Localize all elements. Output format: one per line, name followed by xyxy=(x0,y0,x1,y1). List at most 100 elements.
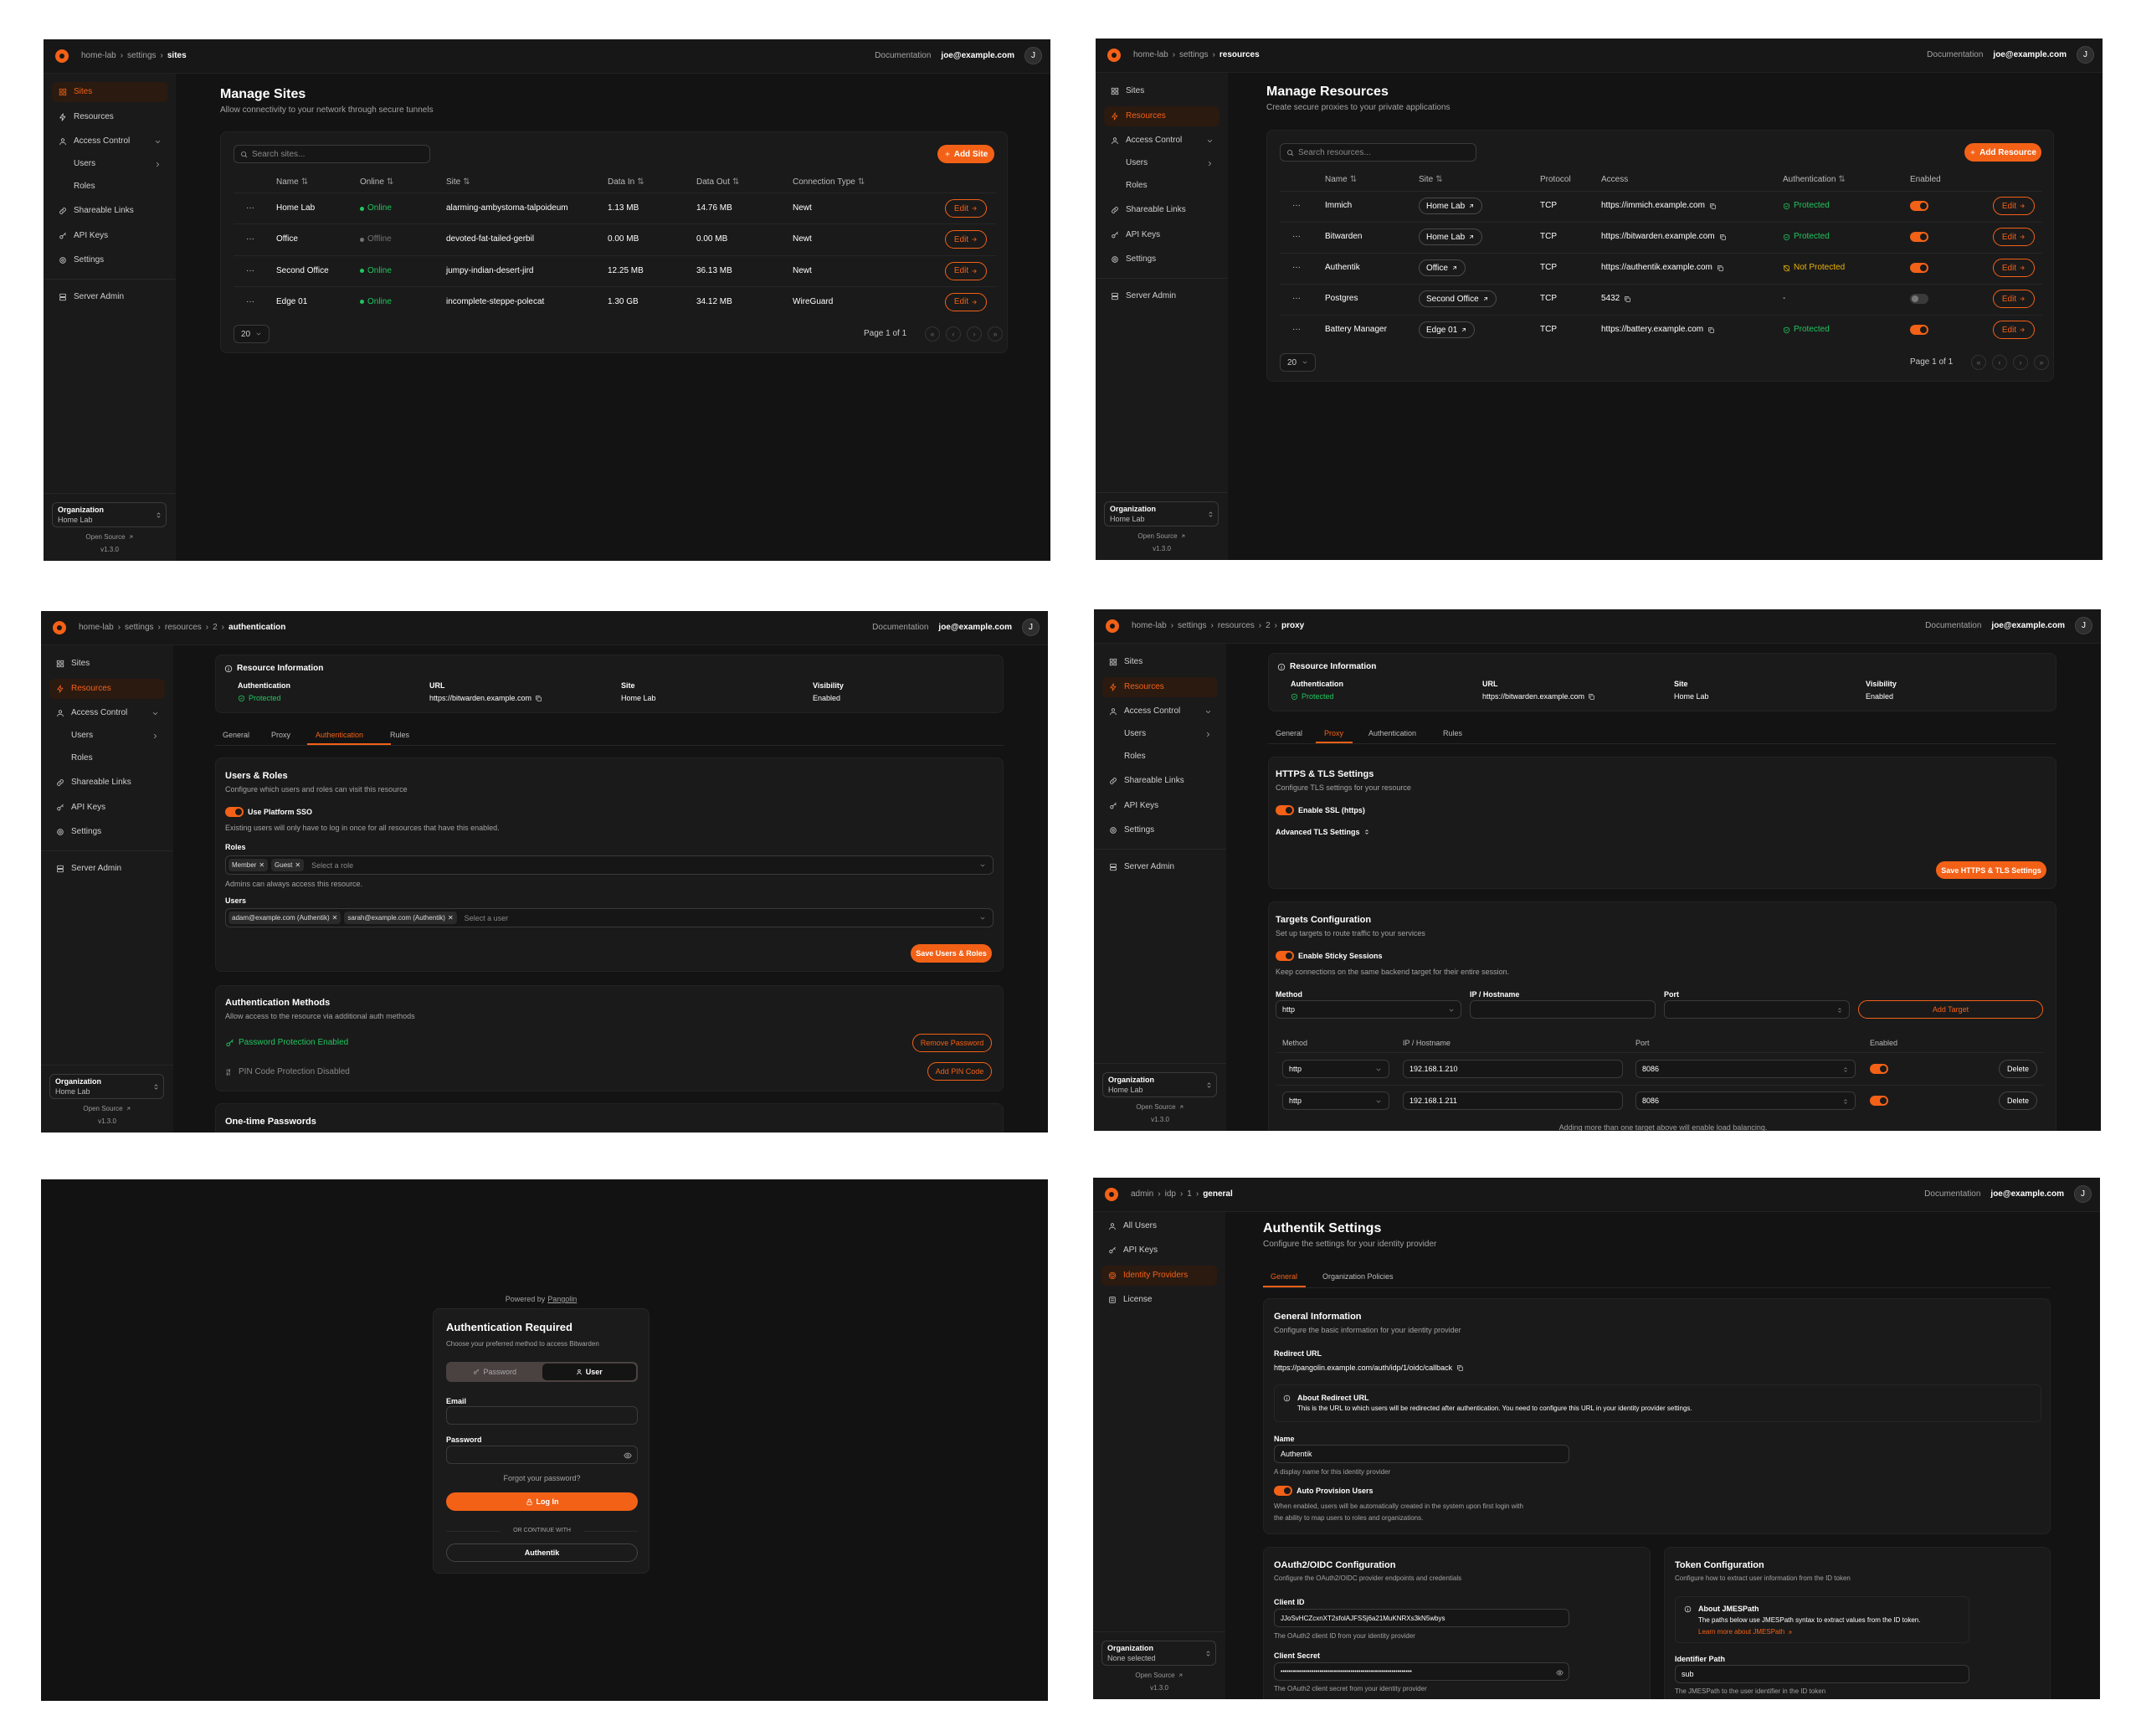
port-input[interactable] xyxy=(1664,1000,1850,1019)
target-method-select[interactable]: http xyxy=(1282,1060,1389,1078)
sidebar-item-api-keys[interactable]: API Keys xyxy=(1104,225,1219,245)
remove-password-button[interactable]: Remove Password xyxy=(912,1034,992,1052)
breadcrumb-item[interactable]: 2 xyxy=(1266,621,1271,630)
tab-authentication[interactable]: Authentication xyxy=(316,731,364,739)
user-email[interactable]: joe@example.com xyxy=(1993,50,2067,59)
sidebar-item-shareable-links[interactable]: Shareable Links xyxy=(49,773,165,793)
breadcrumb-item[interactable]: home-lab xyxy=(79,623,114,632)
open-source-link[interactable]: Open Source xyxy=(1094,1103,1226,1111)
breadcrumb-item[interactable]: 2 xyxy=(213,623,218,632)
copy-icon[interactable] xyxy=(1588,693,1595,701)
add-site-button[interactable]: Add Site xyxy=(937,145,994,163)
target-method-select[interactable]: http xyxy=(1282,1091,1389,1110)
open-source-link[interactable]: Open Source xyxy=(1093,1672,1225,1679)
sidebar-item-shareable-links[interactable]: Shareable Links xyxy=(1104,200,1219,220)
copy-icon[interactable] xyxy=(1624,295,1631,303)
breadcrumb-item[interactable]: home-lab xyxy=(1132,621,1167,630)
tab-password[interactable]: Password xyxy=(448,1364,542,1380)
advanced-tls-settings-toggle[interactable]: Advanced TLS Settings xyxy=(1276,826,1370,838)
sidebar-item-shareable-links[interactable]: Shareable Links xyxy=(52,201,167,221)
auto-provision-toggle[interactable] xyxy=(1274,1486,1292,1496)
eye-icon[interactable] xyxy=(624,1451,632,1460)
edit-button[interactable]: Edit xyxy=(1993,228,2035,246)
organization-selector[interactable]: Organization None selected xyxy=(1101,1641,1216,1666)
sidebar-item-users[interactable]: Users xyxy=(49,726,165,746)
login-button[interactable]: Log In xyxy=(446,1492,638,1511)
row-actions-menu[interactable]: ··· xyxy=(1292,294,1301,303)
platform-sso-toggle[interactable] xyxy=(225,807,244,817)
avatar[interactable]: J xyxy=(2075,617,2092,634)
sidebar-item-roles[interactable]: Roles xyxy=(52,177,167,197)
open-source-link[interactable]: Open Source xyxy=(44,533,176,541)
row-actions-menu[interactable]: ··· xyxy=(246,234,254,244)
last-page-button[interactable]: » xyxy=(988,326,1003,342)
sidebar-item-resources[interactable]: Resources xyxy=(1102,677,1218,697)
organization-selector[interactable]: Organization Home Lab xyxy=(1102,1072,1217,1097)
avatar[interactable]: J xyxy=(2074,1185,2092,1203)
site-link-pill[interactable]: Second Office xyxy=(1419,290,1497,307)
sidebar-item-access-control[interactable]: Access Control xyxy=(52,131,167,152)
open-source-link[interactable]: Open Source xyxy=(41,1105,173,1112)
delete-target-button[interactable]: Delete xyxy=(1999,1060,2037,1078)
sidebar-item-access-control[interactable]: Access Control xyxy=(49,703,165,723)
previous-page-button[interactable]: ‹ xyxy=(1992,355,2007,370)
open-source-link[interactable]: Open Source xyxy=(1096,532,1228,540)
tab-user[interactable]: User xyxy=(542,1364,636,1380)
edit-button[interactable]: Edit xyxy=(945,230,987,249)
client-secret-input[interactable]: ••••••••••••••••••••••••••••••••••••••••… xyxy=(1274,1662,1569,1681)
copy-icon[interactable] xyxy=(535,695,542,702)
documentation-link[interactable]: Documentation xyxy=(872,623,929,632)
user-chip[interactable]: sarah@example.com (Authentik) ✕ xyxy=(344,912,457,924)
tab-rules[interactable]: Rules xyxy=(1443,729,1463,737)
organization-selector[interactable]: Organization Home Lab xyxy=(52,502,167,527)
edit-button[interactable]: Edit xyxy=(945,292,987,311)
sidebar-item-server-admin[interactable]: Server Admin xyxy=(1102,857,1218,877)
save-users-roles-button[interactable]: Save Users & Roles xyxy=(911,944,992,963)
tab-proxy[interactable]: Proxy xyxy=(271,731,291,739)
page-size-select[interactable]: 20 xyxy=(1280,353,1316,372)
jmespath-docs-link[interactable]: Learn more about JMESPath xyxy=(1698,1626,1793,1638)
user-email[interactable]: joe@example.com xyxy=(938,623,1012,632)
identifier-path-input[interactable]: sub xyxy=(1675,1665,1969,1683)
breadcrumb-item[interactable]: idp xyxy=(1164,1189,1176,1199)
sidebar-item-resources[interactable]: Resources xyxy=(1104,106,1219,126)
search-input[interactable]: Search resources... xyxy=(1280,143,1476,162)
edit-button[interactable]: Edit xyxy=(1993,197,2035,215)
sidebar-item-api-keys[interactable]: API Keys xyxy=(1101,1240,1217,1261)
documentation-link[interactable]: Documentation xyxy=(1925,621,1982,630)
tab-general[interactable]: General xyxy=(223,731,250,739)
documentation-link[interactable]: Documentation xyxy=(1927,50,1984,59)
target-port-input[interactable]: 8086 xyxy=(1635,1091,1856,1110)
sidebar-item-identity-providers[interactable]: Identity Providers xyxy=(1101,1266,1217,1286)
add-resource-button[interactable]: Add Resource xyxy=(1964,143,2041,162)
sidebar-item-users[interactable]: Users xyxy=(1102,724,1218,744)
copy-icon[interactable] xyxy=(1709,203,1717,210)
user-email[interactable]: joe@example.com xyxy=(1991,621,2065,630)
copy-icon[interactable] xyxy=(1456,1364,1464,1372)
target-port-input[interactable]: 8086 xyxy=(1635,1060,1856,1078)
first-page-button[interactable]: « xyxy=(1971,355,1986,370)
documentation-link[interactable]: Documentation xyxy=(1924,1189,1981,1199)
sidebar-item-settings[interactable]: Settings xyxy=(1102,820,1218,840)
row-actions-menu[interactable]: ··· xyxy=(246,265,254,275)
avatar[interactable]: J xyxy=(1024,47,1042,64)
sidebar-item-roles[interactable]: Roles xyxy=(1102,747,1218,767)
remove-chip-icon[interactable]: ✕ xyxy=(447,914,454,922)
sidebar-item-api-keys[interactable]: API Keys xyxy=(49,798,165,818)
sidebar-item-sites[interactable]: Sites xyxy=(52,82,167,102)
client-id-input[interactable]: JJoSvHCZcxnXT2sfolAJFSSj6a21MuKNRXs3kN5w… xyxy=(1274,1609,1569,1627)
breadcrumb-item[interactable]: resources xyxy=(164,623,202,632)
column-header[interactable]: Data In ⇅ xyxy=(608,177,644,188)
column-header[interactable]: Connection Type ⇅ xyxy=(793,177,865,188)
next-page-button[interactable]: › xyxy=(2013,355,2028,370)
edit-button[interactable]: Edit xyxy=(945,199,987,218)
roles-select[interactable]: Member ✕ Guest ✕ Select a role xyxy=(225,855,994,875)
email-input[interactable] xyxy=(446,1406,638,1425)
column-header[interactable]: Name ⇅ xyxy=(1325,174,1357,186)
organization-selector[interactable]: Organization Home Lab xyxy=(1104,501,1219,526)
sidebar-item-users[interactable]: Users xyxy=(52,154,167,174)
method-select[interactable]: http xyxy=(1276,1000,1461,1019)
avatar[interactable]: J xyxy=(2077,46,2094,64)
enable-ssl-toggle[interactable] xyxy=(1276,805,1294,815)
copy-icon[interactable] xyxy=(1707,326,1715,334)
